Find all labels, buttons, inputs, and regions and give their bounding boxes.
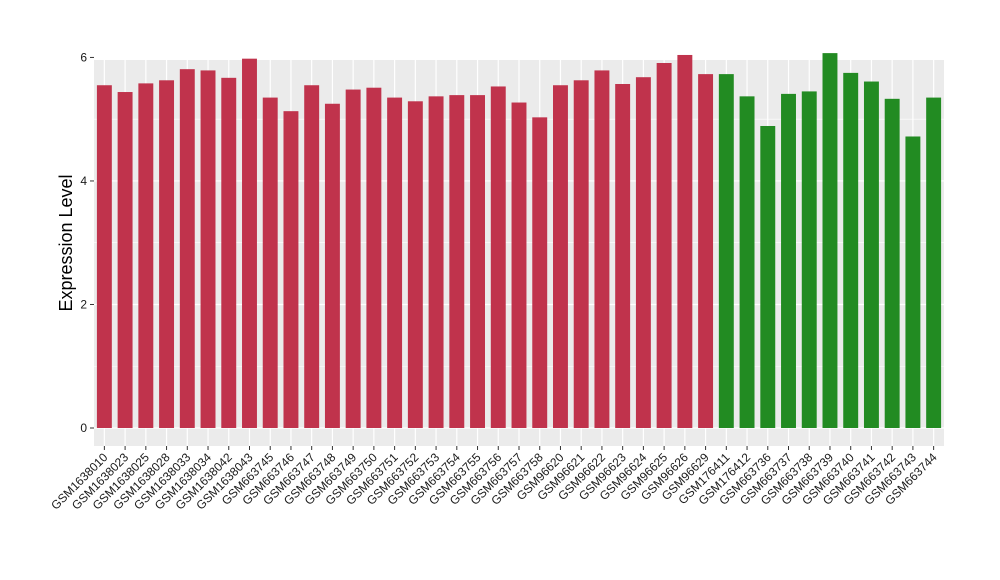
bar (926, 97, 942, 429)
x-axis: GSM1638010GSM1638023GSM1638025GSM1638028… (48, 446, 940, 512)
bar (490, 86, 506, 429)
bar (387, 97, 403, 429)
bar (884, 98, 900, 428)
bars (96, 53, 942, 429)
bar (511, 102, 527, 428)
bar (615, 83, 631, 429)
bar (863, 81, 879, 428)
bar (739, 96, 755, 428)
bar (822, 53, 838, 429)
bar (470, 95, 485, 429)
bar (96, 85, 112, 429)
y-axis: 0 2 4 6 (80, 50, 94, 435)
bar (283, 111, 299, 428)
y-tick-label: 2 (80, 297, 87, 311)
bar (843, 72, 859, 428)
y-tick-label: 0 (80, 421, 87, 435)
bar (760, 125, 776, 429)
bar (553, 85, 568, 429)
bar (242, 58, 257, 428)
bar (635, 77, 651, 429)
bar (449, 95, 465, 429)
bar (801, 91, 817, 429)
bar (781, 93, 796, 428)
bar (262, 97, 278, 429)
bar (200, 70, 216, 428)
bar (573, 80, 589, 428)
bar (179, 69, 195, 428)
bar (428, 96, 444, 428)
bar (345, 89, 361, 428)
bar (221, 77, 237, 428)
y-tick-label: 4 (80, 174, 87, 188)
bar (159, 80, 175, 428)
bar (677, 54, 693, 428)
y-tick-label: 6 (80, 50, 87, 64)
bar (366, 87, 382, 429)
bar (324, 103, 340, 428)
bar (656, 62, 672, 428)
y-axis-title: Expression Level (56, 174, 76, 311)
bar (698, 74, 714, 428)
bar (718, 74, 734, 428)
bar (594, 70, 610, 428)
bar (117, 92, 133, 428)
bar (138, 83, 154, 428)
bar (407, 101, 423, 428)
bar (304, 85, 320, 429)
bar (532, 117, 548, 428)
bar (905, 136, 921, 428)
